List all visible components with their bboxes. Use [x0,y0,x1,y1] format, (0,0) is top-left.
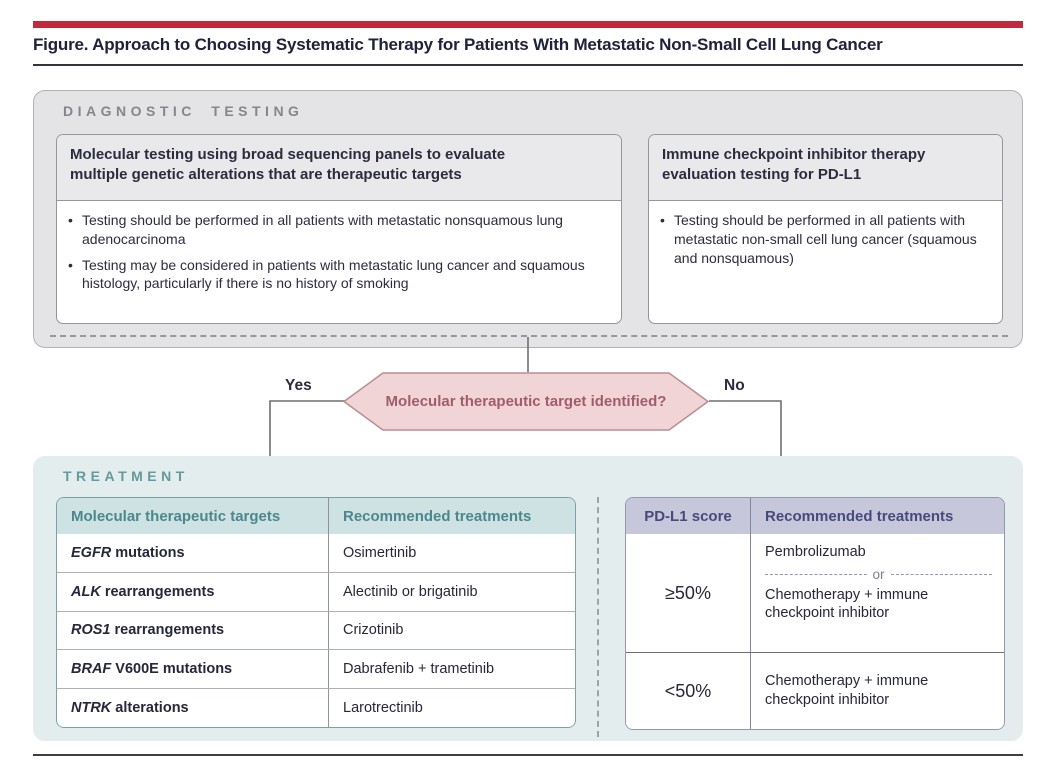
bullet-text: Testing should be performed in all patie… [674,212,977,266]
treatment-option: Chemotherapy + immune checkpoint inhibit… [765,673,929,708]
treatment-cell: Alectinib or brigatinib [343,583,478,600]
hexagon-shape [343,372,709,431]
bullet-icon: • [68,212,73,228]
targets-table: Molecular therapeutic targets Recommende… [56,497,576,728]
pdl1-table-header: PD-L1 score Recommended treatments [626,498,1004,534]
pdl1-score-cell: <50% [626,653,751,729]
target-description: mutations [115,544,185,561]
treatment-option: Pembrolizumab [765,544,866,560]
target-cell: EGFR mutations [57,534,329,572]
column-header: Molecular therapeutic targets [57,498,329,534]
bottom-rule [33,754,1023,756]
gene-name: ROS1 [71,622,111,639]
figure-title: Figure. Approach to Choosing Systematic … [33,35,883,54]
treatment-cell: Pembrolizumab or Chemotherapy + immune c… [751,534,1004,652]
table-row: ALK rearrangements Alectinib or brigatini… [57,571,575,611]
yes-branch-label: Yes [285,377,312,394]
immune-testing-title: Immune checkpoint inhibitor therapy eval… [649,135,1002,201]
pdl1-score-cell: ≥50% [626,534,751,652]
bullet-icon: • [68,256,73,273]
column-header: Recommended treatments [343,507,532,525]
accent-bar [33,21,1023,28]
treatment-cell: Larotrectinib [343,700,423,717]
treatment-cell: Chemotherapy + immune checkpoint inhibit… [751,653,1004,729]
or-divider: or [765,566,993,582]
gene-name: ALK [71,583,101,600]
bullet-icon: • [660,212,665,228]
gene-name: EGFR [71,544,112,561]
decision-node: Molecular therapeutic target identified? [343,372,709,431]
gene-name: NTRK [71,700,112,717]
diagnostic-dashed-divider [50,335,1008,337]
treatment-cell: Dabrafenib + trametinib [343,661,495,678]
dash-line [890,573,993,575]
table-row: ROS1 rearrangements Crizotinib [57,610,575,650]
treatment-cell: Crizotinib [343,622,404,639]
target-description: rearrangements [104,583,215,600]
target-description: alterations [115,700,189,717]
immune-testing-box: Immune checkpoint inhibitor therapy eval… [648,134,1003,324]
target-cell: ALK rearrangements [57,572,329,611]
table-row: BRAF V600E mutations Dabrafenib + trameti… [57,649,575,689]
treatment-section-label: TREATMENT [63,468,189,484]
immune-testing-body: • Testing should be performed in all pat… [649,201,1002,283]
target-description: rearrangements [114,622,225,639]
list-item: • Testing may be considered in patients … [68,256,608,294]
column-header: Recommended treatments [765,507,954,525]
dash-line [765,573,867,575]
table-row: <50% Chemotherapy + immune checkpoint in… [626,652,1004,729]
targets-table-header: Molecular therapeutic targets Recommende… [57,498,575,534]
list-item: • Testing should be performed in all pat… [660,211,989,267]
target-description: V600E mutations [115,661,233,678]
list-item: • Testing should be performed in all pat… [68,211,608,249]
molecular-testing-body: • Testing should be performed in all pat… [57,201,621,308]
no-branch-label: No [724,377,745,394]
title-rule [33,64,1023,66]
target-cell: ROS1 rearrangements [57,611,329,650]
molecular-testing-box: Molecular testing using broad sequencing… [56,134,622,324]
treatment-tables-divider [597,497,599,737]
treatment-cell: Osimertinib [343,544,417,561]
column-header: PD-L1 score [626,498,751,534]
bullet-text: Testing should be performed in all patie… [82,212,563,247]
table-row: ≥50% Pembrolizumab or Chemotherapy + imm… [626,534,1004,652]
diagnostic-section-label: DIAGNOSTIC TESTING [63,103,304,119]
decision-question: Molecular therapeutic target identified? [385,393,667,410]
target-cell: NTRK alterations [57,689,329,727]
treatment-option: Chemotherapy + immune checkpoint inhibit… [765,586,929,622]
target-cell: BRAF V600E mutations [57,650,329,689]
gene-name: BRAF [71,661,112,678]
pdl1-table: PD-L1 score Recommended treatments ≥50% … [625,497,1005,730]
molecular-testing-title: Molecular testing using broad sequencing… [57,135,621,201]
bullet-text: Testing may be considered in patients wi… [82,256,585,292]
table-row: EGFR mutations Osimertinib [57,534,575,572]
or-label: or [872,566,885,582]
table-row: NTRK alterations Larotrectinib [57,688,575,727]
